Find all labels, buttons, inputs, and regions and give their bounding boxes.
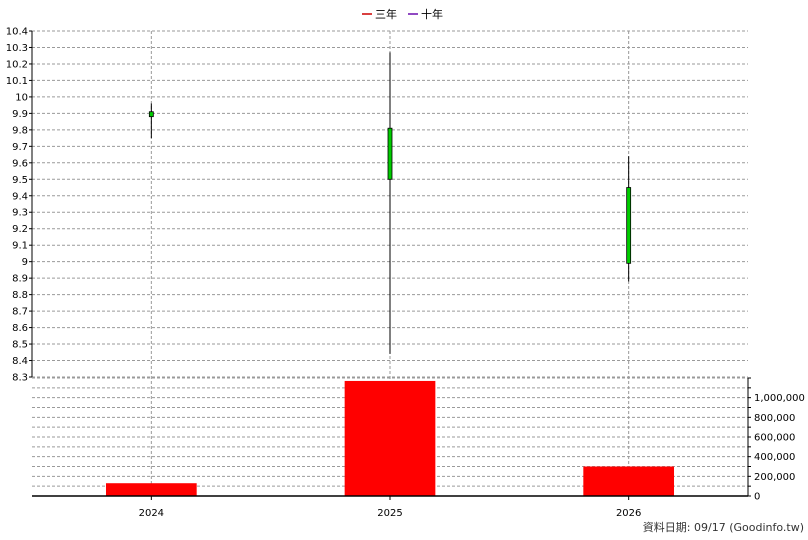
volume-axis-ticks: 0 200,000 400,000 600,000 800,000 1,000,000	[748, 377, 805, 503]
volume-bars	[105, 380, 675, 496]
price-tick-label: 8.9	[12, 274, 28, 285]
price-tick-label: 8.3	[12, 373, 28, 384]
price-tick-label: 10.3	[6, 43, 28, 54]
price-tick-label: 8.6	[12, 323, 28, 334]
x-tick-label: 2025	[377, 508, 402, 519]
price-tick-label: 9	[22, 257, 28, 268]
volume-bar-2024	[105, 483, 197, 496]
price-tick-label: 8.4	[12, 356, 28, 367]
candlesticks	[148, 52, 632, 354]
volume-tick-label: 400,000	[754, 452, 795, 463]
axes	[31, 31, 749, 497]
price-tick-label: 9.2	[12, 224, 28, 235]
price-tick-label: 8.8	[12, 290, 28, 301]
price-tick-label: 9.3	[12, 208, 28, 219]
legend-label-three-year: 三年	[375, 7, 397, 21]
price-tick-label: 10.2	[6, 59, 28, 70]
candle-body-2026	[626, 187, 632, 264]
footer-source: 資料日期: 09/17 (Goodinfo.tw)	[643, 520, 804, 534]
volume-bar-2026	[583, 466, 675, 496]
price-tick-label: 10.1	[6, 76, 28, 87]
candle-body-2024	[148, 111, 154, 118]
price-tick-label: 8.5	[12, 340, 28, 351]
price-axis-ticks: 8.3 8.4 8.5 8.6 8.7 8.8 8.9 9 9.1 9.2 9.3 9.4 9.5 9.6…	[6, 27, 32, 384]
price-tick-label: 9.6	[12, 158, 28, 169]
x-tick-label: 2026	[616, 508, 641, 519]
volume-tick-label: 1,000,000	[754, 393, 805, 404]
x-axis-ticks: 2024 2025 2026	[139, 496, 641, 519]
price-tick-label: 10	[15, 92, 28, 103]
price-tick-label: 9.8	[12, 125, 28, 136]
volume-tick-label: 600,000	[754, 433, 795, 444]
volume-bar-2025	[344, 380, 436, 496]
price-tick-label: 9.1	[12, 241, 28, 252]
price-tick-label: 9.5	[12, 175, 28, 186]
price-tick-label: 8.7	[12, 307, 28, 318]
volume-tick-label: 800,000	[754, 413, 795, 424]
price-tick-label: 9.4	[12, 191, 28, 202]
candle-body-2025	[387, 127, 393, 180]
price-tick-label: 9.9	[12, 109, 28, 120]
volume-tick-label: 200,000	[754, 472, 795, 483]
x-tick-label: 2024	[139, 508, 164, 519]
legend: 三年 十年	[362, 7, 443, 21]
price-tick-label: 9.7	[12, 142, 28, 153]
price-tick-label: 10.4	[6, 27, 28, 38]
volume-tick-label: 0	[754, 492, 760, 503]
legend-label-ten-year: 十年	[421, 7, 443, 21]
